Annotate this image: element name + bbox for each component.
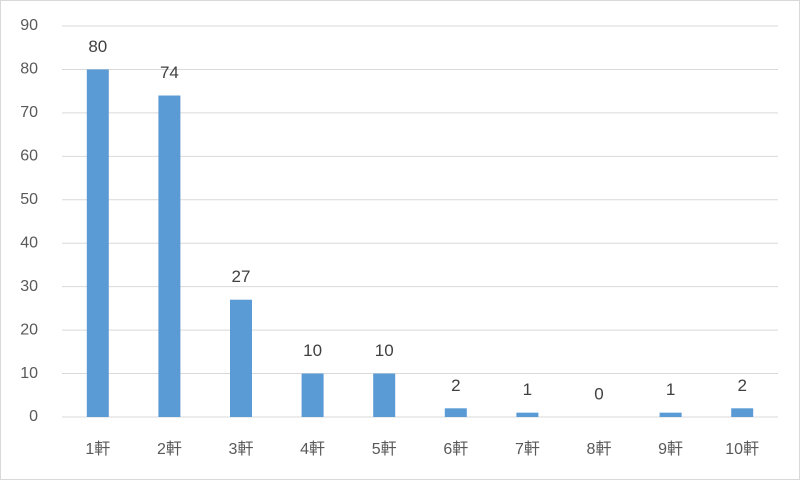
x-tick-label: 9軒 [658, 440, 683, 458]
y-tick-label: 90 [20, 17, 38, 34]
x-tick-label: 5軒 [372, 440, 397, 458]
y-tick-label: 80 [20, 61, 38, 78]
x-tick-label: 10軒 [725, 440, 759, 458]
data-label: 0 [594, 384, 603, 403]
x-tick-label: 8軒 [587, 440, 612, 458]
x-tick-label: 4軒 [300, 440, 325, 458]
bar [86, 69, 109, 417]
bar [158, 95, 181, 417]
data-label: 80 [88, 37, 107, 56]
y-tick-label: 40 [20, 234, 38, 251]
x-tick-label: 3軒 [229, 440, 254, 458]
x-tick-label: 6軒 [443, 440, 468, 458]
x-tick-label: 1軒 [85, 440, 110, 458]
x-tick-label: 2軒 [157, 440, 182, 458]
y-tick-label: 20 [20, 321, 38, 338]
bar [373, 373, 396, 417]
y-tick-label: 60 [20, 148, 38, 165]
data-label: 2 [451, 376, 460, 395]
data-label: 10 [303, 341, 322, 360]
y-tick-label: 0 [29, 408, 38, 425]
x-tick-label: 7軒 [515, 440, 540, 458]
data-label: 27 [232, 267, 251, 286]
y-tick-label: 50 [20, 191, 38, 208]
data-label: 74 [160, 63, 179, 82]
bar [659, 412, 682, 417]
y-tick-label: 70 [20, 104, 38, 121]
data-label: 2 [737, 376, 746, 395]
bar [516, 412, 539, 417]
y-tick-label: 30 [20, 278, 38, 295]
bar [444, 408, 467, 417]
bar [230, 299, 252, 417]
y-tick-label: 10 [20, 365, 38, 382]
data-label: 1 [523, 380, 532, 399]
bar [731, 408, 754, 417]
bar [301, 373, 324, 417]
data-label: 10 [375, 341, 394, 360]
data-label: 1 [666, 380, 675, 399]
